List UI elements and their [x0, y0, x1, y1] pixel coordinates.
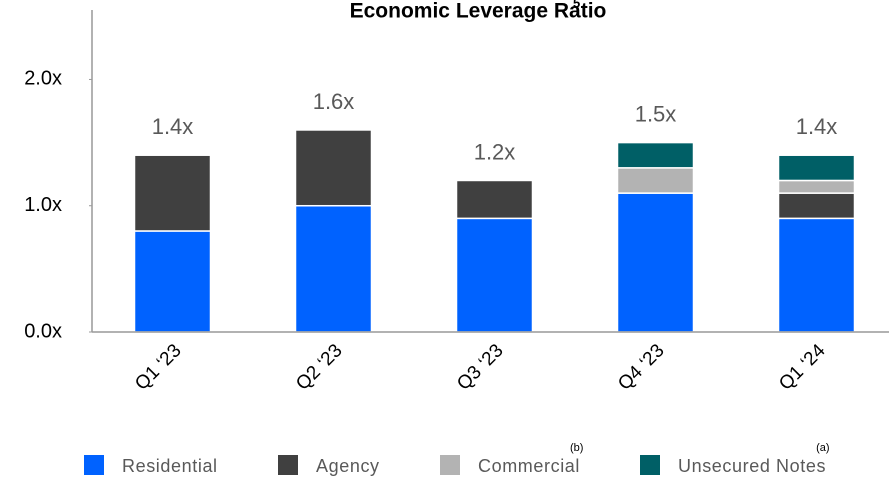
- legend-label: Unsecured Notes: [678, 456, 826, 476]
- bar-segment: [133, 230, 212, 333]
- x-tick-label: Q4 ‘23: [614, 340, 668, 394]
- bar-segment: [777, 217, 856, 333]
- y-tick-label: 2.0x: [24, 68, 62, 90]
- bar-segment: [616, 167, 695, 194]
- total-label: 1.6x: [313, 89, 355, 114]
- legend-swatch: [278, 455, 298, 475]
- total-label: 1.2x: [474, 139, 516, 164]
- x-tick-label: Q1 ‘24: [775, 340, 830, 395]
- bar-segment: [616, 192, 695, 333]
- x-tick-label: Q2 ‘23: [292, 340, 346, 394]
- legend-label: Residential: [122, 456, 218, 476]
- legend-note: (b): [570, 442, 583, 454]
- chart-title: Economic Leverage Ratio: [350, 0, 607, 23]
- bar-segment: [455, 217, 534, 333]
- legend-label: Commercial: [478, 456, 580, 476]
- bar-segment: [777, 154, 856, 182]
- bar-segment: [455, 179, 534, 220]
- y-tick-label: 1.0x: [24, 194, 62, 216]
- bar-segment: [294, 204, 373, 333]
- x-tick-label: Q1 ‘23: [131, 340, 185, 394]
- bar-segment: [616, 141, 695, 169]
- legend-label: Agency: [316, 456, 380, 476]
- x-tick-label: Q3 ‘23: [453, 340, 507, 394]
- total-label: 1.4x: [796, 114, 838, 139]
- bar-segment: [777, 179, 856, 194]
- bar-segment: [133, 154, 212, 232]
- bar-segment: [294, 129, 373, 207]
- legend-swatch: [440, 455, 460, 475]
- legend-swatch: [84, 455, 104, 475]
- legend-note: (a): [816, 442, 829, 454]
- bar-segment: [777, 192, 856, 220]
- total-label: 1.5x: [635, 101, 677, 126]
- total-label: 1.4x: [152, 114, 194, 139]
- legend-swatch: [640, 455, 660, 475]
- title-note: 5: [573, 0, 580, 10]
- y-tick-label: 0.0x: [24, 320, 62, 342]
